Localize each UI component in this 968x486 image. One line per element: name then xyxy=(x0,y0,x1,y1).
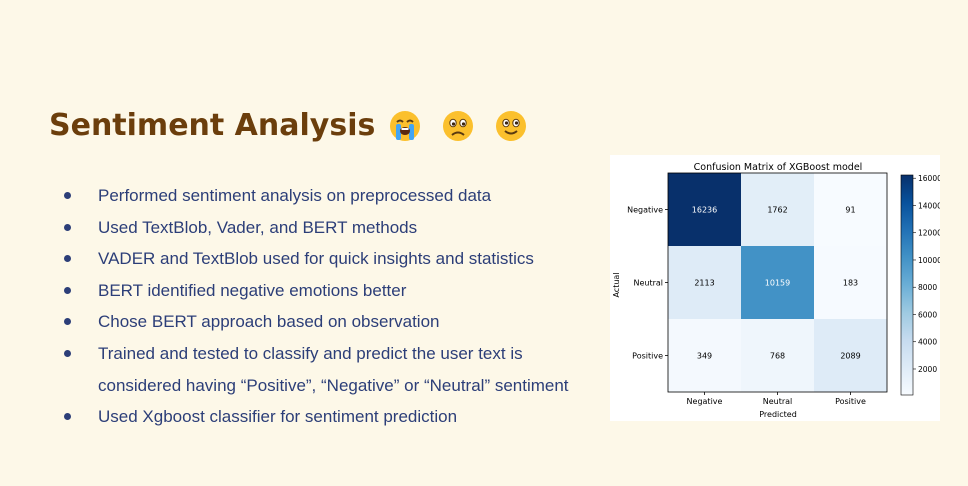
x-tick-label: Neutral xyxy=(763,397,793,406)
colorbar-tick-label: 4000 xyxy=(918,338,937,347)
bullet-item: VADER and TextBlob used for quick insigh… xyxy=(62,243,602,275)
colorbar-tick-label: 8000 xyxy=(918,283,937,292)
cell-value-label: 10159 xyxy=(765,279,790,288)
smiling-face-icon xyxy=(495,110,527,142)
bullet-list: Performed sentiment analysis on preproce… xyxy=(62,180,602,433)
colorbar-tick-label: 16000 xyxy=(918,174,940,183)
emoji-row xyxy=(389,110,527,142)
confusion-matrix-chart: Confusion Matrix of XGBoost model Predic… xyxy=(610,155,942,421)
bullet-item: Used Xgboost classifier for sentiment pr… xyxy=(62,401,602,433)
y-axis-label: Actual xyxy=(612,272,621,297)
y-tick-label: Negative xyxy=(627,206,663,215)
bullet-item: Chose BERT approach based on observation xyxy=(62,306,602,338)
bullet-item: Trained and tested to classify and predi… xyxy=(62,338,602,401)
colorbar-tick-label: 2000 xyxy=(918,365,937,374)
bullet-item: Performed sentiment analysis on preproce… xyxy=(62,180,602,212)
heatmap-cell xyxy=(814,319,887,392)
cell-value-label: 349 xyxy=(697,352,712,361)
cell-value-label: 1762 xyxy=(767,206,787,215)
y-tick-label: Positive xyxy=(632,352,663,361)
heatmap-cell xyxy=(814,246,887,319)
heatmap-cell xyxy=(741,246,814,319)
chart-title: Confusion Matrix of XGBoost model xyxy=(694,162,863,173)
cell-value-label: 768 xyxy=(770,352,785,361)
x-axis-label: Predicted xyxy=(759,410,797,419)
confusion-matrix-svg: Confusion Matrix of XGBoost model Predic… xyxy=(612,162,942,419)
cell-value-label: 2089 xyxy=(840,352,860,361)
title-text: Sentiment Analysis xyxy=(49,108,376,143)
colorbar-tick-label: 12000 xyxy=(918,229,940,238)
cell-value-label: 16236 xyxy=(692,206,717,215)
bullet-item: BERT identified negative emotions better xyxy=(62,275,602,307)
colorbar-tick-label: 6000 xyxy=(918,310,937,319)
heatmap-cell xyxy=(668,246,741,319)
cell-value-label: 2113 xyxy=(694,279,714,288)
heatmap-cell xyxy=(668,173,741,246)
heatmap-cell xyxy=(814,173,887,246)
colorbar-tick-label: 10000 xyxy=(918,256,940,265)
cell-value-label: 183 xyxy=(843,279,858,288)
cell-value-label: 91 xyxy=(845,206,855,215)
heatmap-cell xyxy=(741,173,814,246)
frowning-face-icon xyxy=(442,110,474,142)
bullet-item: Used TextBlob, Vader, and BERT methods xyxy=(62,212,602,244)
slide-title: Sentiment Analysis xyxy=(49,108,527,143)
heatmap-cell xyxy=(668,319,741,392)
heatmap-cell xyxy=(741,319,814,392)
y-tick-label: Neutral xyxy=(633,279,663,288)
colorbar-tick-label: 14000 xyxy=(918,201,940,210)
colorbar xyxy=(900,174,914,396)
x-tick-label: Positive xyxy=(835,397,866,406)
x-tick-label: Negative xyxy=(687,397,723,406)
crying-face-icon xyxy=(389,110,421,142)
